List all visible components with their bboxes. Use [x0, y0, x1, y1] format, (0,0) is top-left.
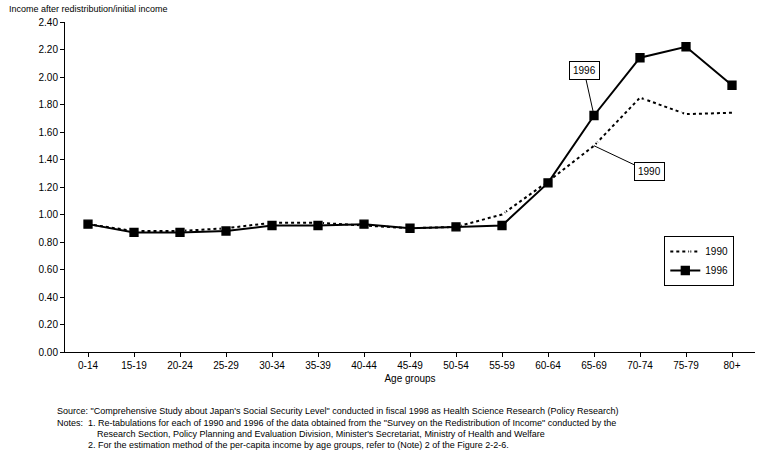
svg-text:1.60: 1.60	[39, 127, 59, 138]
svg-text:40-44: 40-44	[351, 360, 377, 371]
svg-text:2.20: 2.20	[39, 44, 59, 55]
svg-text:0-14: 0-14	[78, 360, 98, 371]
svg-text:0.20: 0.20	[39, 319, 59, 330]
svg-text:70-74: 70-74	[627, 360, 653, 371]
svg-text:1990: 1990	[638, 166, 661, 177]
svg-text:75-79: 75-79	[673, 360, 699, 371]
svg-text:60-64: 60-64	[535, 360, 561, 371]
svg-text:0.80: 0.80	[39, 237, 59, 248]
svg-text:55-59: 55-59	[489, 360, 515, 371]
svg-text:2. For the estimation method o: 2. For the estimation method of the per-…	[88, 440, 509, 450]
svg-text:1996: 1996	[573, 65, 596, 76]
svg-text:0.40: 0.40	[39, 292, 59, 303]
svg-text:1.20: 1.20	[39, 182, 59, 193]
svg-text:2.00: 2.00	[39, 72, 59, 83]
svg-text:1. Re-tabulations for each of: 1. Re-tabulations for each of 1990 and 1…	[88, 418, 616, 428]
svg-text:0.60: 0.60	[39, 264, 59, 275]
svg-text:50-54: 50-54	[443, 360, 469, 371]
svg-text:Research Section, Policy Plann: Research Section, Policy Planning and Ev…	[97, 429, 545, 439]
svg-text:25-29: 25-29	[213, 360, 239, 371]
svg-text:1990: 1990	[705, 246, 728, 257]
svg-text:30-34: 30-34	[259, 360, 285, 371]
svg-text:45-49: 45-49	[397, 360, 423, 371]
svg-text:Age groups: Age groups	[384, 373, 435, 384]
svg-text:1996: 1996	[705, 265, 728, 276]
svg-text:1.80: 1.80	[39, 99, 59, 110]
svg-text:Income after redistribution/in: Income after redistribution/initial inco…	[9, 4, 168, 14]
svg-text:1.40: 1.40	[39, 154, 59, 165]
svg-text:80+: 80+	[724, 360, 741, 371]
svg-text:65-69: 65-69	[581, 360, 607, 371]
svg-text:0.00: 0.00	[39, 347, 59, 358]
svg-text:1.00: 1.00	[39, 209, 59, 220]
svg-text:20-24: 20-24	[167, 360, 193, 371]
svg-text:2.40: 2.40	[39, 17, 59, 28]
svg-text:Notes:: Notes:	[57, 418, 83, 428]
svg-text:15-19: 15-19	[121, 360, 147, 371]
svg-text:35-39: 35-39	[305, 360, 331, 371]
svg-text:Source: "Comprehensive Study a: Source: "Comprehensive Study about Japan…	[57, 406, 618, 416]
